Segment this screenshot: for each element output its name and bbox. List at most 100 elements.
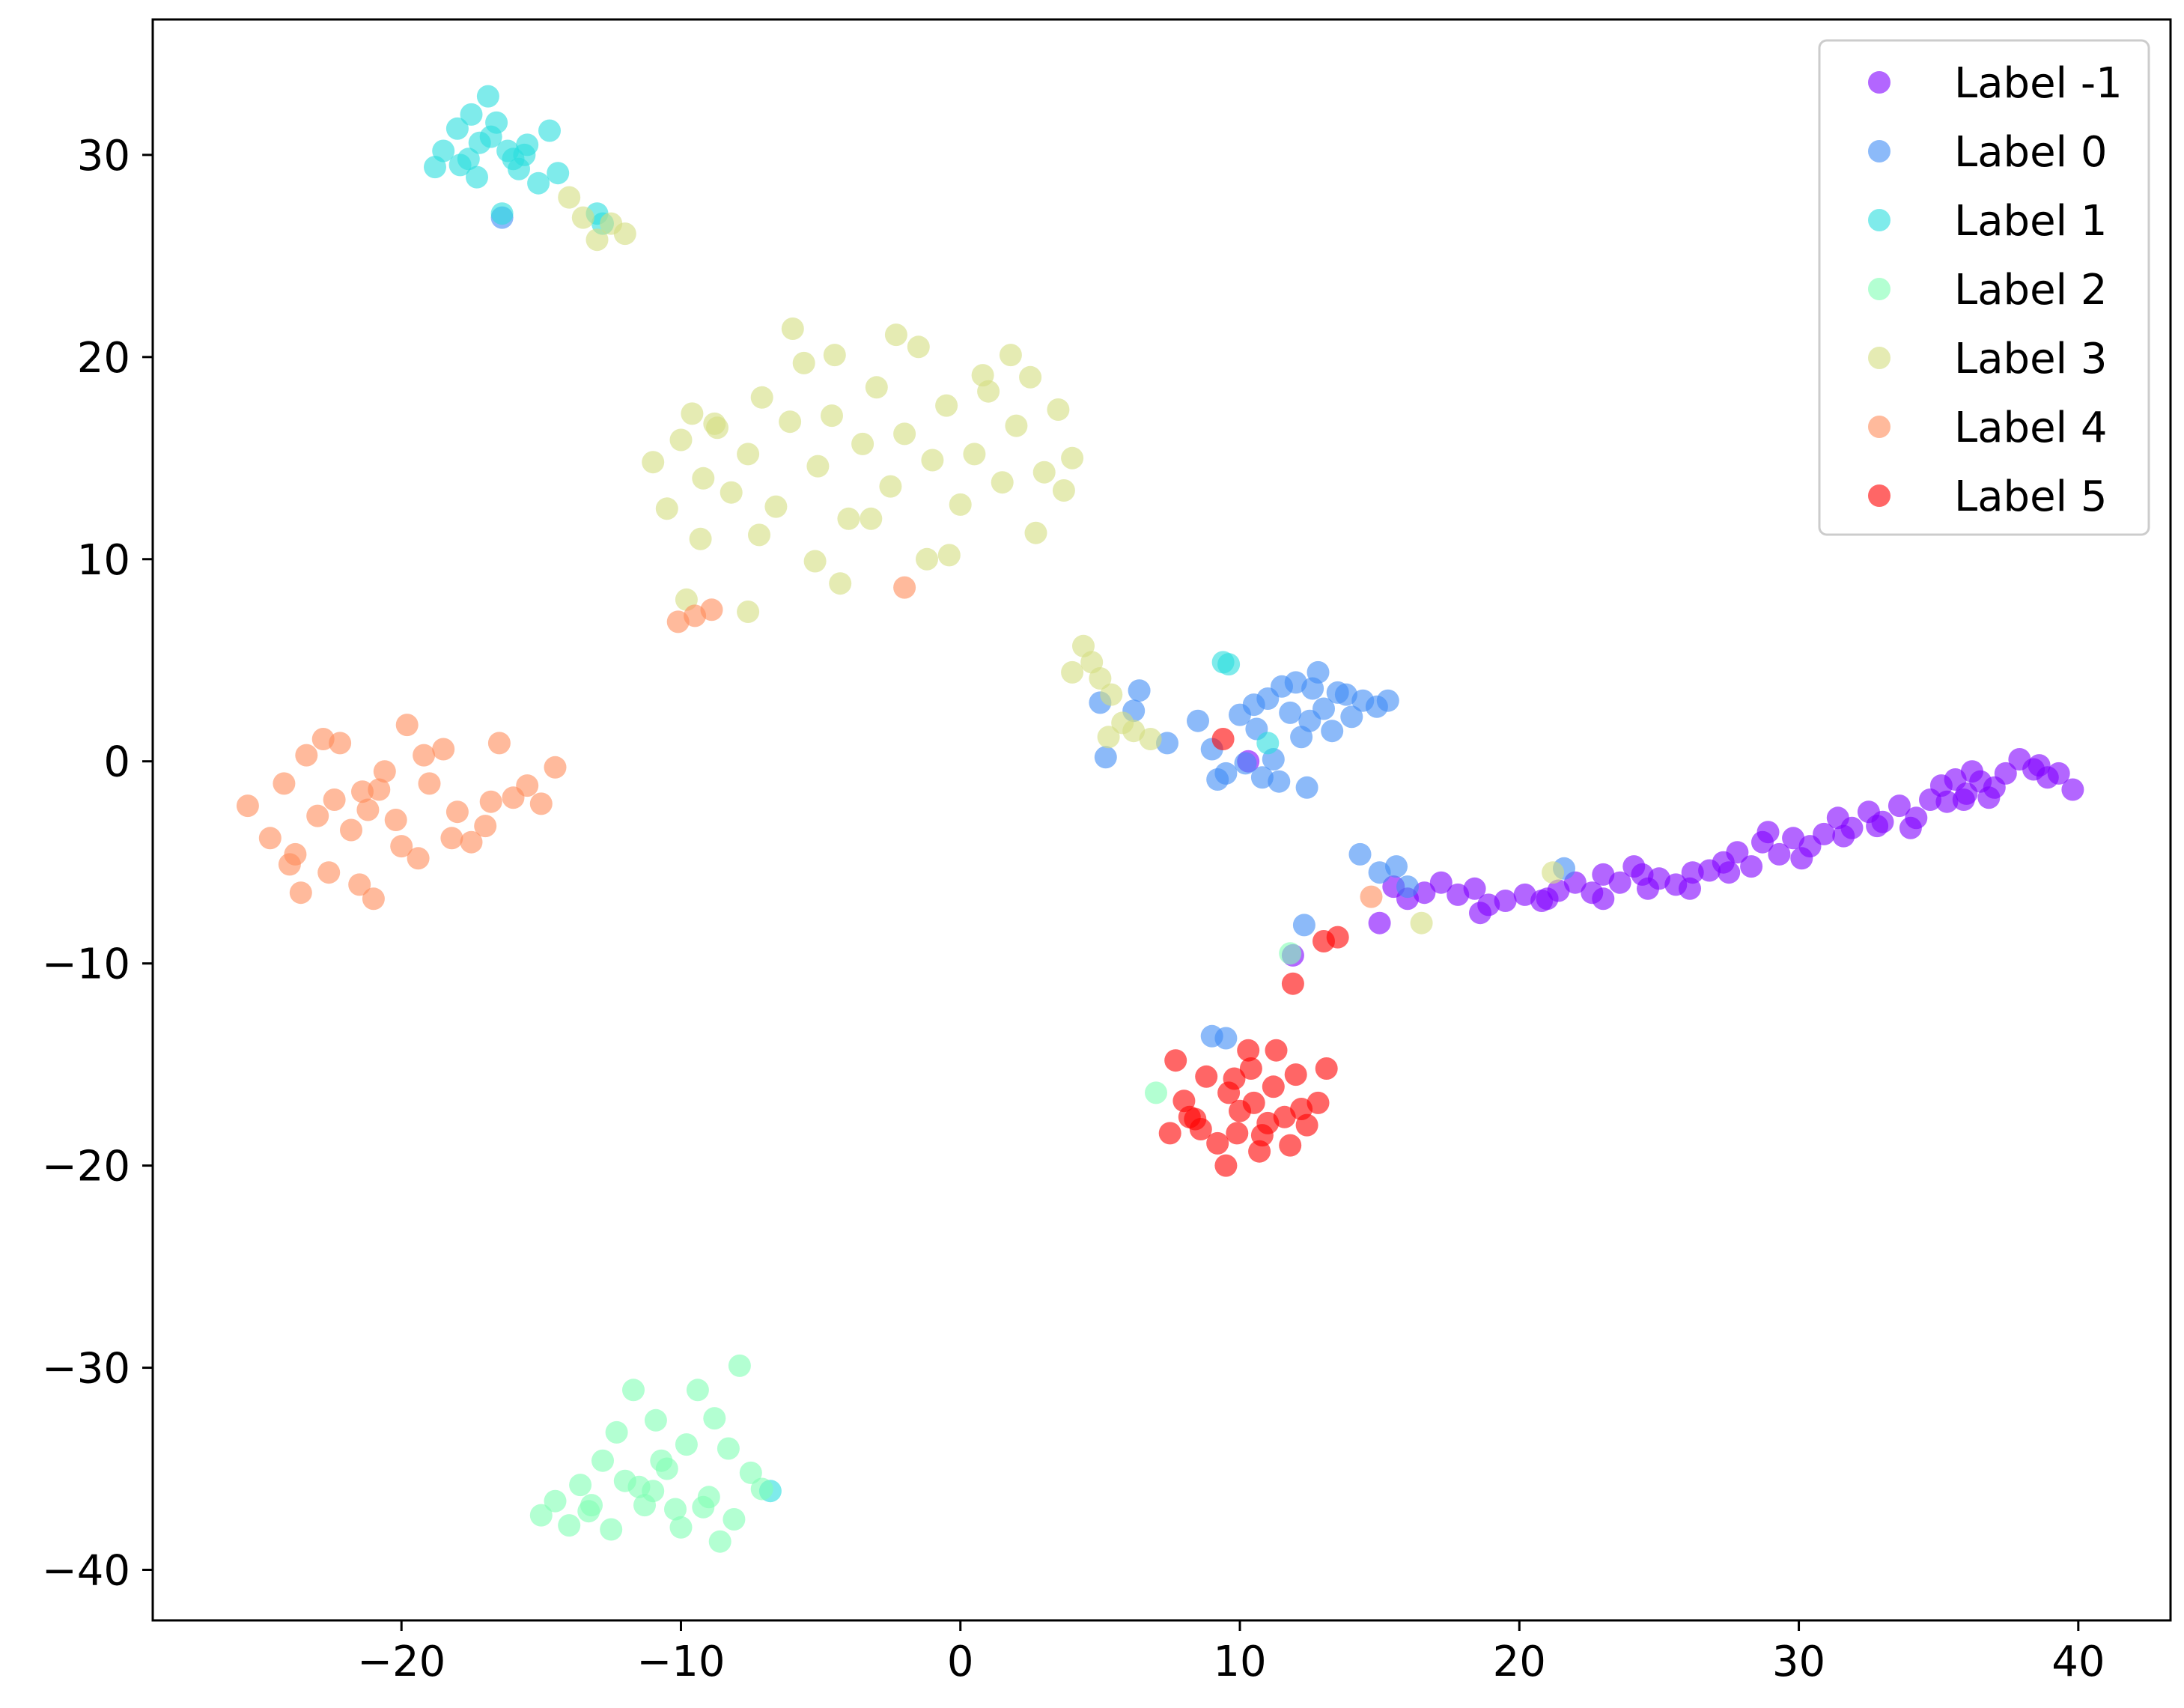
point-series-4-9 [764, 495, 788, 518]
point-series-2-17 [513, 143, 536, 166]
point-series-1-23 [1206, 768, 1229, 791]
point-series-4-46 [971, 364, 994, 387]
point-series-4-0 [642, 451, 665, 474]
point-series-5-18 [460, 830, 483, 854]
point-series-4-23 [963, 443, 986, 466]
legend-box [1818, 39, 2150, 536]
point-series-4-42 [999, 344, 1022, 367]
point-series-3-8 [622, 1379, 645, 1402]
point-series-4-20 [921, 449, 944, 472]
point-series-6-16 [1265, 1039, 1288, 1062]
point-series-6-14 [1315, 1057, 1338, 1080]
point-series-4-16 [865, 376, 888, 399]
point-series-0-59 [1790, 847, 1813, 870]
plot-frame [151, 18, 2172, 1622]
point-series-1-40 [1298, 709, 1321, 732]
point-series-4-32 [781, 317, 804, 340]
point-series-5-0 [236, 794, 259, 818]
point-series-5-38 [700, 598, 723, 621]
point-series-4-61 [585, 228, 609, 252]
point-series-5-17 [445, 800, 469, 824]
point-series-3-19 [739, 1461, 762, 1484]
point-series-5-27 [390, 835, 413, 858]
point-series-3-14 [686, 1379, 709, 1402]
point-series-0-7 [1494, 890, 1517, 912]
point-series-1-8 [1279, 701, 1302, 724]
point-series-0-22 [1726, 841, 1749, 864]
point-series-5-25 [289, 881, 312, 905]
point-series-1-26 [1094, 746, 1117, 769]
point-series-1-34 [1292, 914, 1315, 937]
point-series-3-27 [577, 1500, 600, 1523]
legend-marker [1868, 278, 1891, 300]
point-series-1-30 [1348, 842, 1372, 866]
point-series-6-4 [1206, 1131, 1229, 1155]
point-series-1-18 [1307, 660, 1330, 684]
point-series-3-0 [529, 1504, 553, 1527]
point-series-3-28 [723, 1508, 746, 1531]
point-series-0-65 [2028, 754, 2051, 777]
point-series-4-37 [748, 523, 770, 547]
point-series-5-5 [306, 804, 329, 827]
point-series-0-56 [1679, 877, 1701, 900]
point-series-5-32 [278, 853, 301, 876]
point-series-0-41 [1994, 762, 2017, 785]
point-series-5-23 [529, 792, 553, 815]
point-series-6-15 [1237, 1039, 1260, 1062]
point-series-6-19 [1279, 1134, 1302, 1157]
point-series-0-26 [1782, 827, 1805, 850]
point-series-4-43 [1024, 521, 1047, 544]
point-series-2-4 [476, 85, 499, 108]
point-series-6-25 [1256, 1111, 1280, 1134]
point-series-3-1 [544, 1489, 567, 1513]
y-axis: −40 −30 −20 −10 0 10 20 30 [42, 132, 153, 1596]
point-series-5-29 [413, 744, 436, 767]
point-series-5-30 [440, 827, 463, 850]
point-series-0-54 [1592, 887, 1615, 911]
point-series-1-33 [1396, 875, 1419, 899]
point-series-6-17 [1214, 1154, 1238, 1177]
point-series-4-15 [851, 432, 874, 455]
point-series-5-34 [356, 798, 380, 821]
point-series-4-21 [935, 394, 958, 417]
point-series-0-50 [1469, 902, 1491, 925]
point-series-5-37 [666, 610, 690, 633]
point-series-6-28 [1281, 972, 1304, 995]
point-series-4-47 [703, 412, 726, 435]
point-series-4-3 [681, 402, 704, 425]
point-series-5-22 [516, 774, 539, 797]
legend: Label -1 Label 0 Label 1 Label 2 Label 3 Labe… [1818, 39, 2150, 536]
point-series-4-60 [613, 222, 636, 246]
point-series-0-13 [1592, 863, 1615, 886]
point-series-2-16 [424, 156, 446, 179]
point-series-4-58 [571, 206, 594, 229]
y-tick-label: 10 [77, 536, 130, 585]
point-series-4-8 [750, 386, 773, 409]
point-series-1-16 [1376, 689, 1399, 712]
point-series-6-26 [1223, 1067, 1246, 1090]
point-series-4-39 [689, 527, 712, 550]
legend-label: Label 0 [1954, 128, 2108, 177]
point-series-4-10 [779, 410, 802, 434]
x-tick-label: −20 [357, 1638, 445, 1686]
point-series-0-63 [1952, 788, 1975, 811]
point-series-6-31 [1211, 728, 1235, 750]
point-series-3-2 [558, 1514, 581, 1537]
point-series-2-18 [479, 125, 502, 148]
point-series-6-7 [1239, 1057, 1262, 1080]
point-series-3-16 [708, 1530, 731, 1553]
point-series-6-0 [1158, 1122, 1181, 1145]
point-series-3-17 [717, 1437, 740, 1460]
point-series-2-14 [460, 103, 483, 126]
point-series-4-34 [884, 323, 907, 347]
point-series-4-53 [1122, 720, 1146, 743]
point-series-1-13 [1340, 705, 1363, 729]
point-series-4-51 [1100, 683, 1123, 706]
point-series-4-31 [1052, 479, 1075, 502]
point-series-0-49 [1368, 911, 1391, 934]
point-series-4-25 [991, 471, 1014, 494]
point-series-1-38 [1271, 675, 1293, 698]
point-series-2-19 [448, 154, 472, 177]
point-series-5-13 [395, 714, 419, 737]
point-series-1-7 [1268, 770, 1291, 793]
